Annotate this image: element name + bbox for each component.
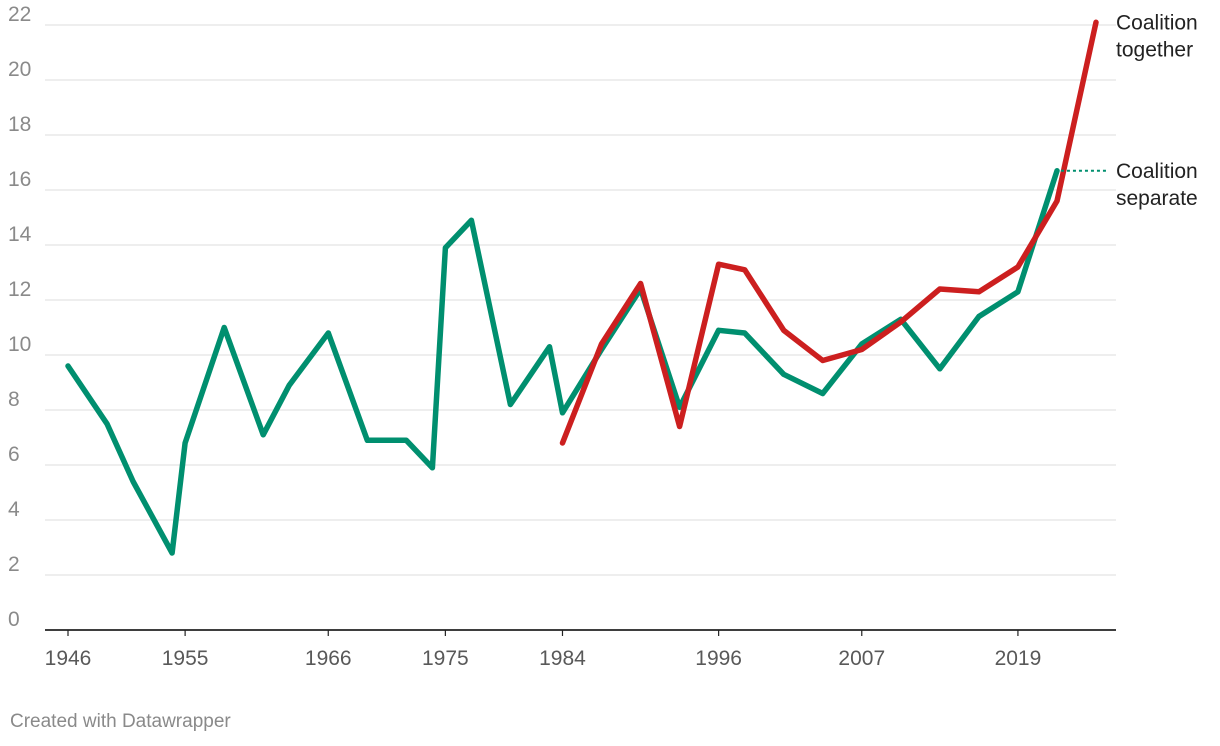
series-labels: Coalition separate Coalition together	[1060, 11, 1198, 210]
series-label-together-0: Coalition	[1116, 11, 1198, 34]
series-lines	[65, 19, 1099, 556]
series-line-together	[559, 19, 1099, 446]
x-tick-label-1946: 1946	[45, 647, 92, 670]
y-tick-label-10: 10	[8, 333, 31, 356]
x-tick-label-1966: 1966	[305, 647, 352, 670]
footer-credit: Created with Datawrapper	[10, 711, 231, 732]
x-tick-label-2019: 2019	[995, 647, 1042, 670]
x-tick-label-1955: 1955	[162, 647, 209, 670]
y-tick-label-6: 6	[8, 443, 20, 466]
series-line-separate	[65, 168, 1060, 556]
series-label-separate-1: separate	[1116, 187, 1198, 210]
x-tick-label-2007: 2007	[838, 647, 885, 670]
y-tick-label-16: 16	[8, 168, 31, 191]
y-tick-label-14: 14	[8, 223, 32, 246]
y-tick-label-8: 8	[8, 388, 20, 411]
y-tick-label-12: 12	[8, 278, 31, 301]
series-label-together-1: together	[1116, 38, 1193, 61]
x-tick-label-1975: 1975	[422, 647, 469, 670]
y-tick-label-2: 2	[8, 553, 20, 576]
x-tick-label-1984: 1984	[539, 647, 586, 670]
y-tick-label-22: 22	[8, 3, 31, 26]
x-axis: 1946 1955 1966 1975 1984 1996 2007 2019	[45, 629, 1116, 670]
y-tick-label-0: 0	[8, 608, 20, 631]
y-tick-label-20: 20	[8, 58, 31, 81]
y-tick-label-18: 18	[8, 113, 31, 136]
x-tick-label-1996: 1996	[695, 647, 742, 670]
y-axis-ticks: 0 2 4 6 8 10 12 14 16 18 20 22	[8, 3, 32, 631]
series-label-separate-0: Coalition	[1116, 160, 1198, 183]
gridlines	[45, 24, 1116, 576]
y-tick-label-4: 4	[8, 498, 20, 521]
